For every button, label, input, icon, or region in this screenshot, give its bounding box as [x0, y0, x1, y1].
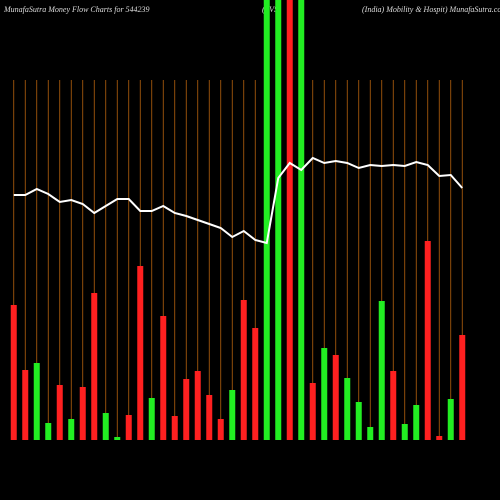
bar [344, 378, 351, 440]
bar [91, 293, 98, 440]
bar [240, 300, 247, 440]
bar [137, 266, 144, 440]
bar [171, 416, 178, 440]
bar [275, 0, 282, 440]
bar [102, 413, 109, 440]
bar [229, 390, 236, 440]
bar [378, 301, 385, 440]
lines [13, 156, 463, 245]
bar [309, 383, 316, 440]
bar [68, 419, 75, 440]
bar [298, 0, 305, 440]
bar [22, 370, 29, 440]
bar [148, 398, 155, 440]
bar [194, 371, 201, 440]
bar [263, 0, 270, 440]
bar [390, 371, 397, 440]
bar [79, 387, 86, 440]
bar [436, 436, 443, 440]
bar [10, 305, 17, 440]
bar [160, 316, 167, 440]
bar [401, 424, 408, 440]
bar [252, 328, 259, 440]
money-flow-line [13, 156, 463, 245]
bar [321, 348, 328, 440]
chart-title: MunafaSutra Money Flow Charts for 544239 [3, 5, 150, 14]
bar [459, 335, 466, 440]
bar [125, 415, 132, 440]
bar [367, 427, 374, 440]
chart-subtitle: (TVS [262, 5, 278, 14]
bar [286, 0, 293, 440]
bar [56, 385, 63, 440]
chart-title-right: (India) Mobility & Hospit) MunafaSutra.c… [362, 5, 500, 14]
bars [10, 0, 466, 440]
bar [355, 402, 362, 440]
bar [45, 423, 52, 440]
bar [217, 419, 224, 440]
bar [424, 241, 431, 440]
bar [206, 395, 213, 440]
bar [33, 363, 40, 440]
bar [332, 355, 339, 440]
bar [183, 379, 190, 440]
grid [13, 80, 463, 440]
bar [447, 399, 454, 440]
bar [413, 405, 420, 440]
bar [114, 437, 121, 440]
